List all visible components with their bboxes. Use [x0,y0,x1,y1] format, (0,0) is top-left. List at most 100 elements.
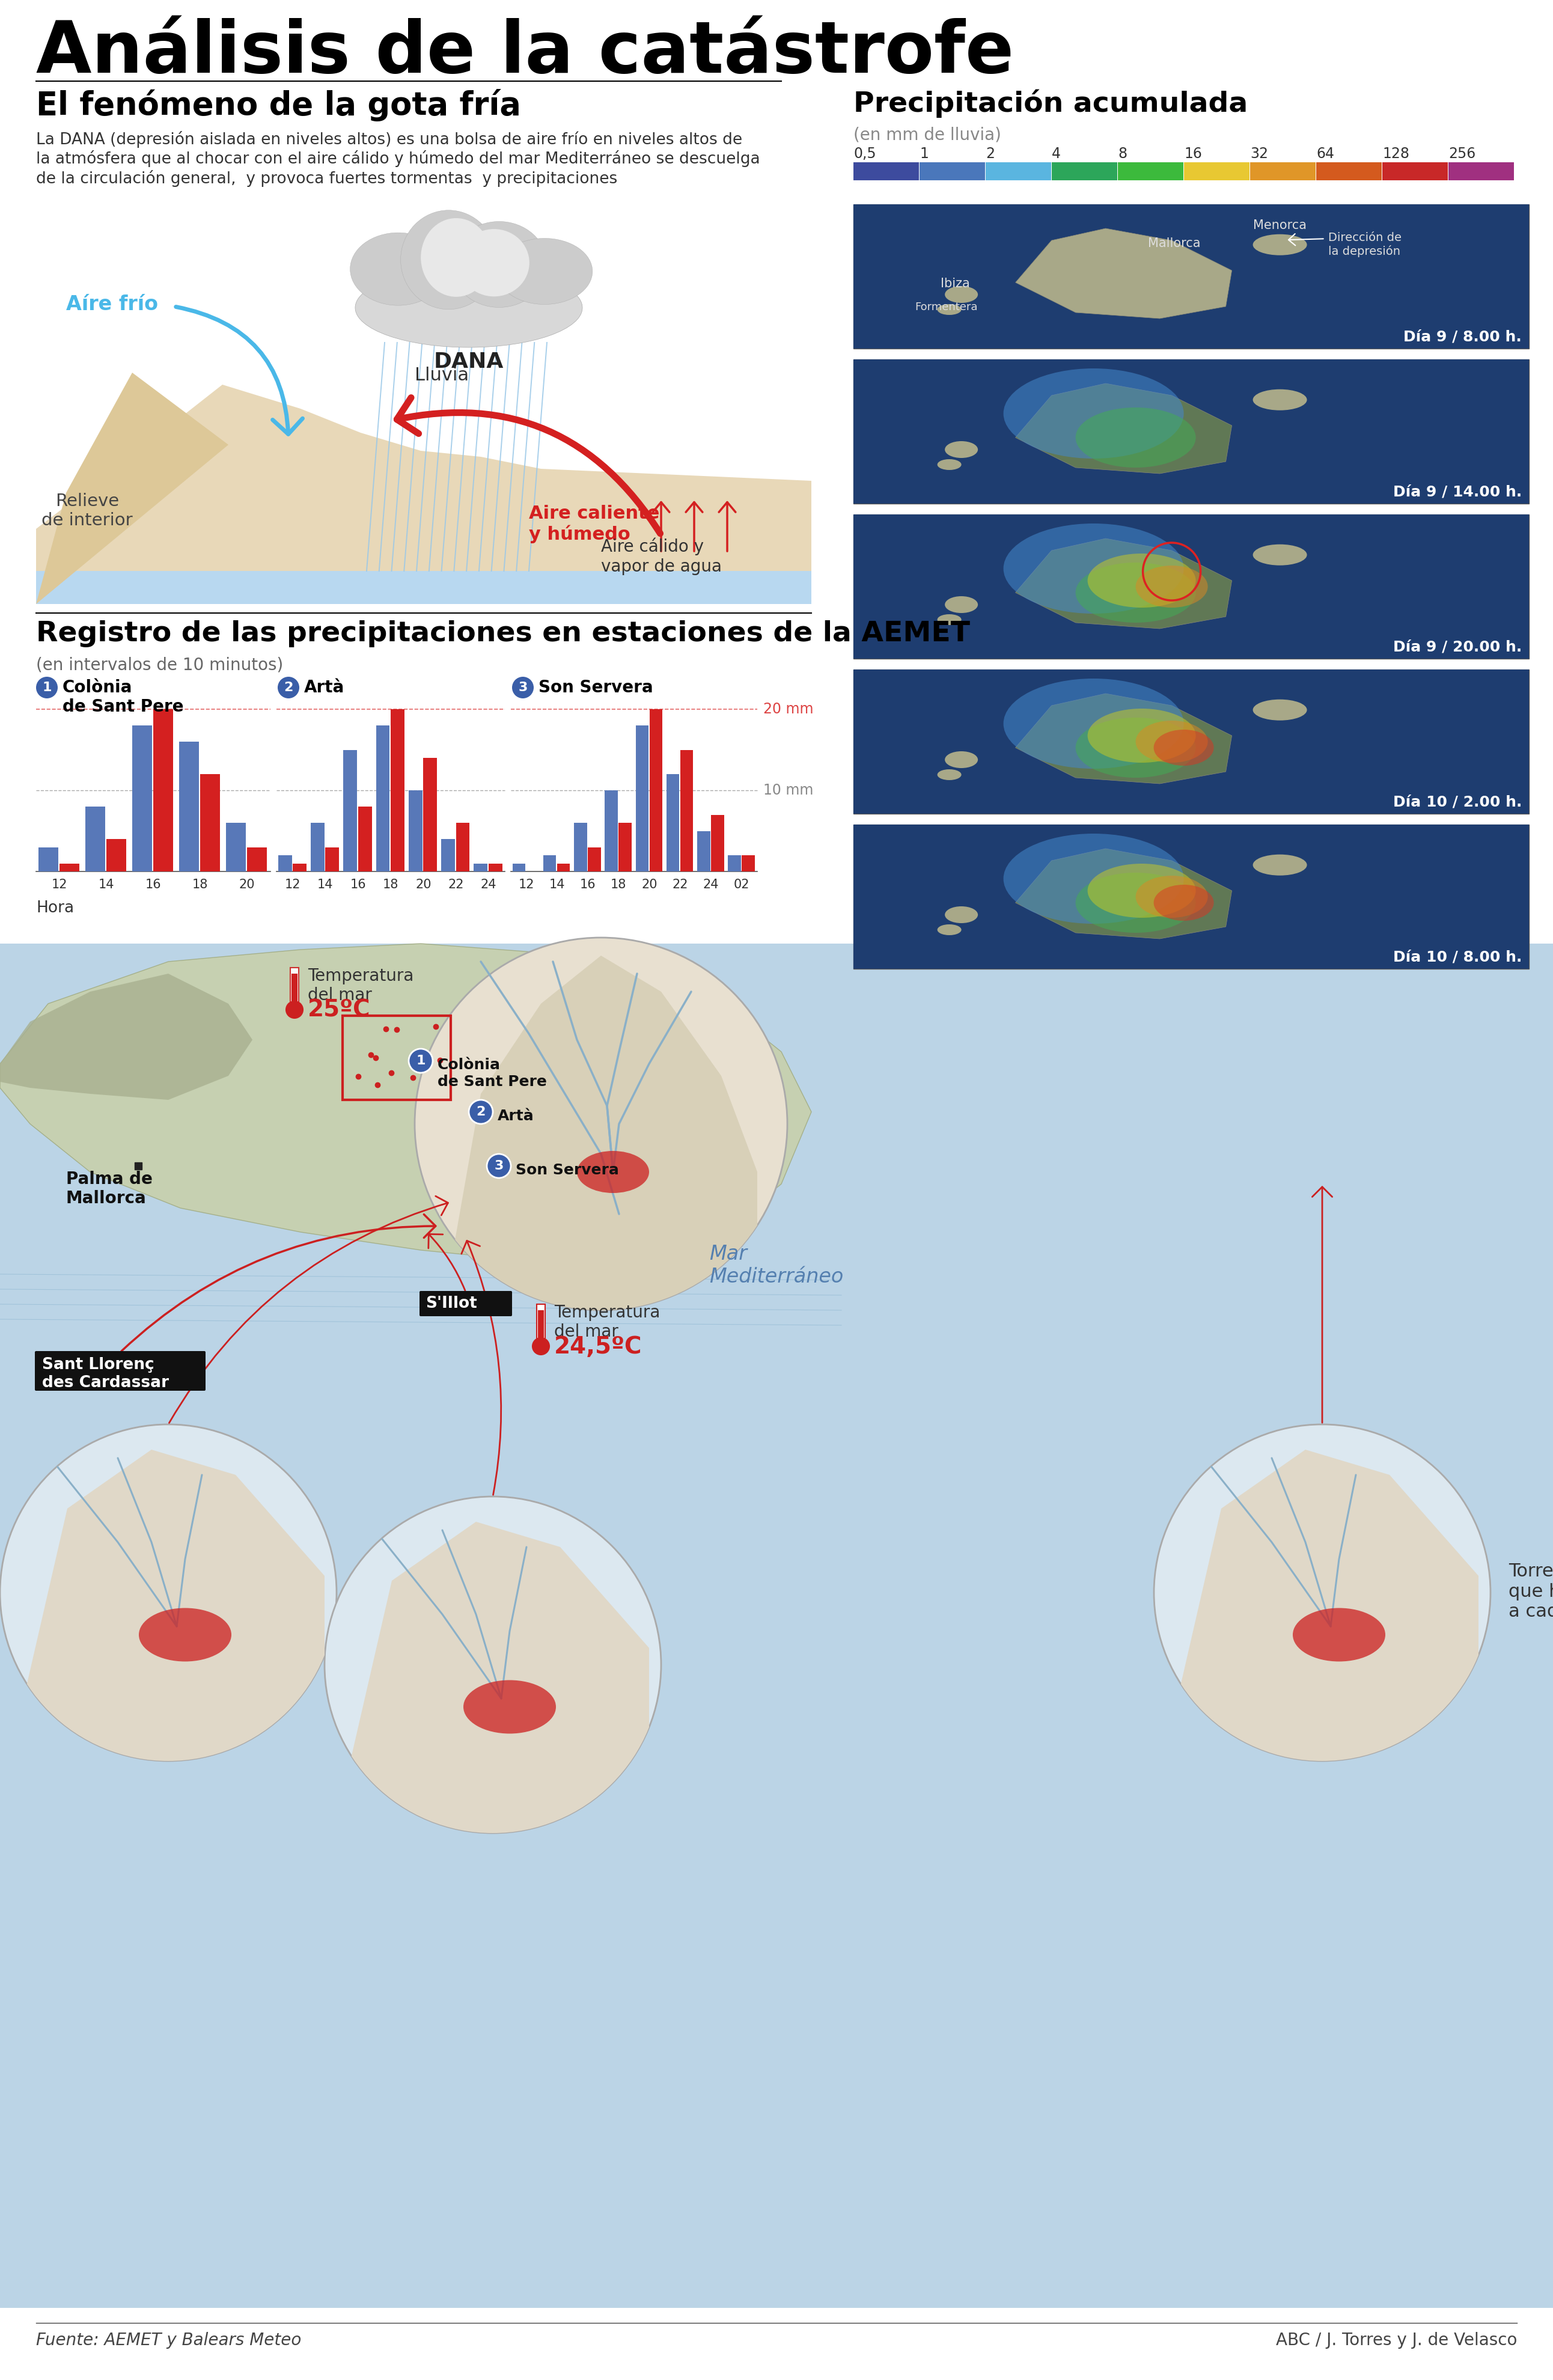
Circle shape [36,676,57,697]
Text: La DANA (depresión aislada en niveles altos) es una bolsa de aire frío en nivele: La DANA (depresión aislada en niveles al… [36,131,759,186]
Bar [854,514,1530,659]
Polygon shape [1016,693,1232,783]
FancyBboxPatch shape [419,1290,512,1316]
Text: 24,5ºC: 24,5ºC [554,1335,643,1359]
Bar [106,840,126,871]
Bar [649,709,663,871]
Text: 20: 20 [415,878,432,890]
Bar [343,1016,450,1100]
Text: Son Servera: Son Servera [516,1164,620,1178]
Text: Artà: Artà [304,678,345,695]
Bar [711,814,724,871]
Text: Día 9 / 8.00 h.: Día 9 / 8.00 h. [1404,328,1522,343]
Bar [59,864,79,871]
Bar [854,514,1530,659]
Bar [247,847,267,871]
Polygon shape [0,942,811,1261]
Bar [919,162,985,181]
FancyArrowPatch shape [719,502,736,552]
Text: 1: 1 [42,681,51,693]
Bar [408,790,422,871]
Polygon shape [1016,228,1232,319]
Ellipse shape [1292,1609,1385,1661]
Polygon shape [1016,850,1232,938]
Circle shape [1154,1423,1491,1761]
Text: Temperatura
del mar: Temperatura del mar [307,969,413,1004]
Ellipse shape [1076,407,1196,466]
Bar [854,823,1530,969]
Polygon shape [36,386,811,605]
Text: Lluvia: Lluvia [415,367,469,383]
Text: 20: 20 [239,878,255,890]
Ellipse shape [1076,719,1196,778]
Ellipse shape [1087,864,1196,919]
Text: 1: 1 [919,148,929,162]
Text: 02: 02 [735,878,750,890]
Text: Temperatura
del mar: Temperatura del mar [554,1304,660,1340]
FancyArrowPatch shape [121,1214,435,1352]
Bar [680,750,693,871]
Bar [179,743,199,871]
Bar [854,669,1530,814]
Bar [575,823,587,871]
Text: 4: 4 [1051,148,1061,162]
Bar [154,709,172,871]
Ellipse shape [944,440,978,457]
Text: Menorca: Menorca [1253,219,1306,231]
Text: Colònia
de Sant Pere: Colònia de Sant Pere [62,678,183,716]
Ellipse shape [401,209,497,309]
Ellipse shape [450,221,547,307]
Ellipse shape [944,907,978,923]
FancyArrowPatch shape [398,397,660,533]
Text: Aire cálido y
vapor de agua: Aire cálido y vapor de agua [601,538,722,576]
Text: Sant Llorenç
des Cardassar: Sant Llorenç des Cardassar [42,1357,169,1390]
Text: Análisis de la catástrofe: Análisis de la catástrofe [36,19,1014,88]
Text: 3: 3 [519,681,528,693]
Text: 22: 22 [447,878,464,890]
Ellipse shape [1076,562,1196,624]
Bar [544,854,556,871]
Text: 22: 22 [672,878,688,890]
Text: 128: 128 [1382,148,1410,162]
FancyBboxPatch shape [34,1352,205,1390]
Bar [537,1311,544,1347]
Ellipse shape [1253,700,1308,721]
Text: Ibiza: Ibiza [941,278,971,290]
Bar [36,207,811,605]
Bar [36,571,811,605]
Polygon shape [444,957,758,1311]
Text: Dirección de
la depresión: Dirección de la depresión [1328,233,1401,257]
Bar [854,359,1530,505]
Polygon shape [1016,383,1232,474]
FancyArrowPatch shape [461,1240,502,1495]
Bar [854,205,1530,347]
Circle shape [486,1154,511,1178]
Bar [1183,162,1250,181]
Bar [1051,162,1117,181]
Text: ABC / J. Torres y J. de Velasco: ABC / J. Torres y J. de Velasco [1275,2332,1517,2349]
Polygon shape [337,1521,649,1833]
Bar [512,864,525,871]
Ellipse shape [1003,833,1183,923]
Bar [604,790,618,871]
Text: 18: 18 [193,878,208,890]
Text: 24: 24 [480,878,497,890]
Ellipse shape [938,305,961,314]
Bar [558,864,570,871]
Circle shape [512,676,534,697]
Text: 32: 32 [1250,148,1269,162]
Ellipse shape [138,1609,231,1661]
Polygon shape [1166,1449,1478,1761]
Bar [225,823,245,871]
Text: Son Servera: Son Servera [539,678,654,695]
Bar [1118,162,1183,181]
Text: Fuente: AEMET y Balears Meteo: Fuente: AEMET y Balears Meteo [36,2332,301,2349]
Bar [391,709,404,871]
Ellipse shape [1135,566,1208,607]
Bar [697,831,710,871]
Text: 16: 16 [579,878,596,890]
Ellipse shape [1087,555,1196,607]
Ellipse shape [1003,678,1183,769]
Text: Día 10 / 2.00 h.: Día 10 / 2.00 h. [1393,795,1522,809]
Text: 14: 14 [98,878,115,890]
